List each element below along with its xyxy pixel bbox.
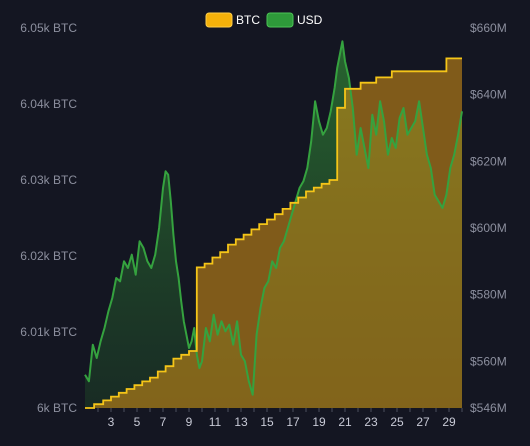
x-axis-tick-label: 9: [186, 415, 193, 429]
x-axis-tick-label: 3: [108, 415, 115, 429]
x-axis-tick-label: 27: [416, 415, 430, 429]
left-axis-tick: 6.01k BTC: [20, 325, 77, 339]
x-axis-tick-label: 25: [390, 415, 404, 429]
x-axis-tick-label: 19: [312, 415, 326, 429]
x-axis-tick-label: 23: [364, 415, 378, 429]
btc-area: [85, 58, 462, 409]
left-axis-tick: 6k BTC: [37, 401, 77, 415]
legend: BTC USD: [205, 12, 323, 28]
btc-series-line: [85, 57, 462, 409]
x-axis: 3 5 7 9 11 13 15 17 19 21 23 25 27 29: [97, 408, 463, 429]
plot-area: [84, 40, 463, 409]
legend-label-btc[interactable]: BTC: [236, 13, 260, 27]
right-axis-tick: $560M: [470, 354, 507, 368]
x-axis-tick-label: 29: [442, 415, 456, 429]
x-axis-tick-label: 15: [260, 415, 274, 429]
right-axis: $546M $560M $580M $600M $620M $640M $660M: [470, 21, 507, 415]
x-axis-tick-label: 11: [209, 415, 222, 429]
left-axis: 6k BTC 6.01k BTC 6.02k BTC 6.03k BTC 6.04k B…: [20, 21, 77, 415]
x-axis-tick-label: 5: [134, 415, 141, 429]
usd-series-line: [84, 40, 463, 396]
right-axis-tick: $546M: [470, 401, 507, 415]
legend-swatch-usd[interactable]: [266, 12, 294, 28]
left-axis-tick: 6.05k BTC: [20, 21, 77, 35]
left-axis-tick: 6.02k BTC: [20, 249, 77, 263]
legend-swatch-btc[interactable]: [205, 12, 233, 28]
right-axis-tick: $660M: [470, 21, 507, 35]
right-axis-tick: $640M: [470, 88, 507, 102]
right-axis-tick: $620M: [470, 154, 507, 168]
x-axis-tick-label: 13: [234, 415, 248, 429]
x-axis-tick-label: 21: [338, 415, 352, 429]
legend-label-usd[interactable]: USD: [297, 13, 323, 27]
x-axis-tick-label: 7: [160, 415, 167, 429]
right-axis-tick: $600M: [470, 221, 507, 235]
left-axis-tick: 6.03k BTC: [20, 173, 77, 187]
right-axis-tick: $580M: [470, 288, 507, 302]
x-axis-tick-label: 17: [286, 415, 300, 429]
left-axis-tick: 6.04k BTC: [20, 97, 77, 111]
